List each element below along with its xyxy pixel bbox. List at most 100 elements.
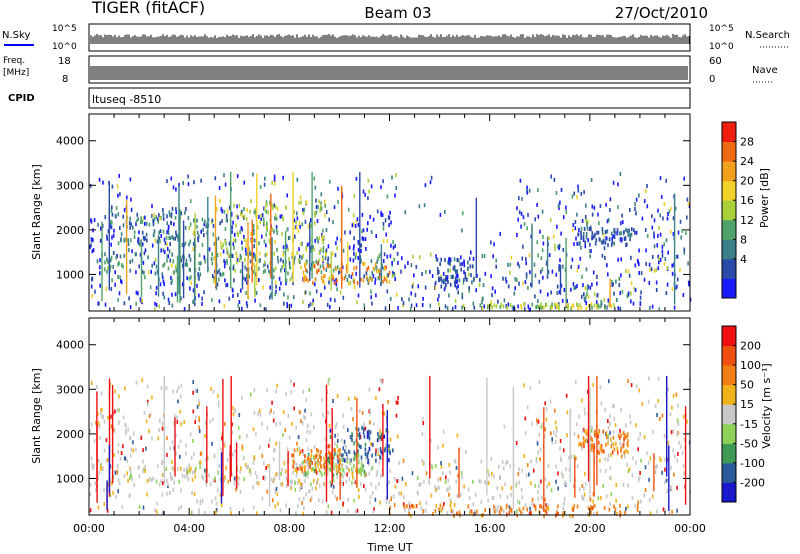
echo-cell (285, 278, 288, 283)
echo-cell (130, 447, 133, 452)
echo-cell (184, 241, 187, 246)
echo-cell (192, 390, 194, 395)
echo-cell (660, 458, 662, 463)
echo-cell (457, 258, 460, 263)
echo-cell (213, 256, 215, 261)
echo-cell (296, 481, 299, 486)
echo-cell (318, 498, 320, 503)
echo-cell (266, 426, 269, 430)
echo-cell (557, 504, 559, 509)
echo-cell (106, 257, 108, 262)
echo-cell (163, 295, 166, 300)
echo-cell (491, 305, 493, 310)
echo-cell (258, 408, 261, 413)
echo-cell (635, 230, 638, 235)
echo-cell (223, 264, 226, 269)
echo-cell (273, 449, 275, 453)
echo-cell (607, 437, 610, 442)
echo-cell (316, 270, 318, 275)
echo-streak (339, 472, 341, 500)
echo-cell (461, 295, 464, 300)
echo-cell (449, 282, 452, 287)
echo-cell (199, 451, 202, 456)
echo-cell (567, 306, 569, 311)
echo-cell (630, 232, 633, 237)
echo-cell (100, 462, 102, 467)
echo-cell (105, 458, 108, 463)
echo-cell (517, 304, 519, 309)
echo-cell (336, 497, 338, 501)
echo-cell (559, 446, 561, 451)
echo-cell (308, 387, 311, 392)
echo-cell (273, 268, 275, 273)
echo-cell (352, 222, 355, 227)
echo-cell (232, 293, 234, 298)
echo-cell (470, 273, 472, 278)
echo-cell (259, 220, 262, 225)
echo-cell (302, 211, 305, 216)
echo-cell (388, 280, 391, 285)
echo-cell (162, 229, 165, 234)
echo-cell (372, 266, 375, 271)
echo-cell (316, 219, 319, 223)
echo-cell (328, 467, 331, 472)
echo-cell (374, 280, 376, 285)
echo-cell (263, 461, 265, 466)
echo-cell (451, 275, 454, 280)
echo-cell (341, 482, 343, 487)
echo-cell (666, 266, 669, 270)
echo-cell (273, 177, 276, 182)
echo-cell (351, 272, 354, 277)
echo-cell (314, 221, 316, 226)
echo-cell (335, 469, 338, 474)
echo-cell (625, 448, 627, 453)
echo-cell (148, 429, 150, 434)
echo-cell (167, 254, 170, 259)
echo-streak (251, 219, 253, 283)
echo-cell (509, 270, 511, 275)
echo-cell (334, 433, 336, 438)
echo-cell (315, 210, 318, 215)
echo-cell (204, 219, 206, 224)
echo-cell (193, 452, 195, 457)
echo-cell (143, 467, 145, 472)
echo-cell (313, 247, 315, 252)
echo-streak (229, 445, 231, 482)
echo-cell (554, 303, 556, 308)
echo-cell (253, 231, 255, 236)
echo-cell (169, 236, 172, 241)
echo-cell (175, 210, 178, 215)
echo-cell (170, 221, 173, 226)
echo-cell (636, 258, 639, 263)
echo-cell (301, 255, 303, 260)
echo-cell (547, 270, 550, 274)
echo-cell (623, 454, 626, 459)
echo-cell (111, 235, 113, 240)
echo-cell (91, 466, 94, 471)
echo-cell (158, 304, 160, 309)
echo-cell (457, 290, 459, 295)
echo-cell (389, 437, 392, 442)
echo-cell (596, 292, 599, 297)
echo-cell (293, 260, 295, 265)
echo-cell (522, 506, 525, 511)
echo-cell (322, 481, 325, 486)
echo-cell (615, 279, 617, 284)
echo-cell (364, 237, 367, 242)
echo-cell (593, 205, 596, 210)
echo-cell (303, 414, 305, 419)
echo-cell (510, 486, 513, 490)
echo-cell (154, 301, 156, 306)
echo-cell (366, 455, 369, 459)
echo-streak (596, 375, 598, 486)
echo-cell (593, 511, 595, 516)
echo-cell (502, 509, 505, 514)
echo-cell (99, 271, 101, 276)
echo-cell (448, 257, 450, 262)
echo-cell (261, 421, 263, 426)
echo-cell (309, 245, 312, 250)
echo-cell (379, 437, 381, 442)
echo-cell (677, 403, 679, 408)
echo-cell (129, 305, 132, 310)
echo-cell (676, 485, 678, 490)
